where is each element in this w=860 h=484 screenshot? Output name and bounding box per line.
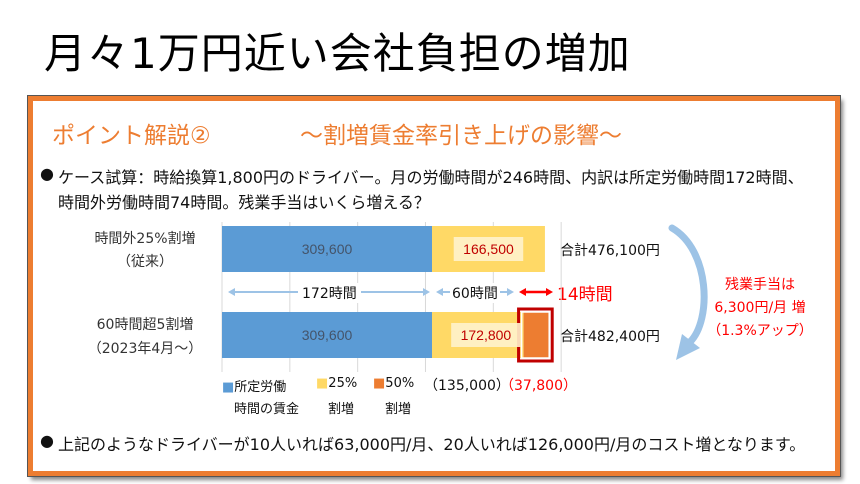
curved-arrow-head xyxy=(676,334,700,360)
case-text-line1: ケース試算：時給換算1,800円のドライバー。月の労働時間が246時間、内訳は所… xyxy=(58,168,804,187)
data-label-bg xyxy=(451,323,521,347)
legend-label-line2: 割増 xyxy=(385,402,412,417)
category-label: （2023年4月～） xyxy=(87,341,203,357)
annotation-line2: 6,300円/月 増 xyxy=(714,300,806,316)
arrow-60h-head xyxy=(436,288,443,296)
category-label: 60時間超5割増 xyxy=(96,317,194,333)
arrow-172h-head xyxy=(228,288,235,296)
hours-60-label: 60時間 xyxy=(450,283,500,303)
category-label: 時間外25%割増 xyxy=(94,231,196,247)
annotation-line3: （1.3%アップ） xyxy=(707,323,813,339)
summary-text: 上記のようなドライバーが10人いれば63,000円/月、20人いれば126,00… xyxy=(58,435,806,454)
highlight-inner xyxy=(520,311,550,359)
arrow-14h-head xyxy=(546,288,553,296)
category-label: （従来） xyxy=(117,254,173,270)
legend-label: 25% xyxy=(328,376,358,391)
data-label: 309,600 xyxy=(302,241,353,257)
page-title: 月々1万円近い会社負担の増加 xyxy=(44,29,631,78)
legend-item-base: ■所定労働 xyxy=(222,380,287,395)
content-frame xyxy=(27,95,841,477)
case-text-line2: 時間外労働時間74時間。残業手当はいくら増える？ xyxy=(58,193,430,212)
total-label: 合計476,100円 xyxy=(560,243,660,259)
legend-label-line2: 時間の賃金 xyxy=(234,402,300,417)
bullet-icon: ● xyxy=(40,164,54,183)
bar-segment xyxy=(523,312,550,358)
data-label: 172,800 xyxy=(461,327,512,343)
bar-segment xyxy=(222,312,432,358)
hours-base-label: 172時間 xyxy=(298,283,361,303)
arrow-14h-head xyxy=(519,288,526,296)
bar-segment xyxy=(222,226,432,272)
annotation-line1: 残業手当は xyxy=(725,277,795,293)
data-label-bg xyxy=(453,237,524,261)
legend-label: 50% xyxy=(385,376,415,391)
arrow-172h-head xyxy=(423,288,430,296)
legend-item-50: ■50% xyxy=(373,376,415,391)
hours-over60-label: 14時間 xyxy=(557,285,613,305)
breakdown-orange: （37,800） xyxy=(500,378,577,394)
legend-label: 所定労働 xyxy=(234,380,287,395)
section-subheading: ～割増賃金率引き上げの影響～ xyxy=(300,123,622,149)
arrow-60h-head xyxy=(507,288,514,296)
legend-label-line2: 割増 xyxy=(328,402,355,417)
total-label: 合計482,400円 xyxy=(560,329,660,345)
data-label: 309,600 xyxy=(302,327,353,343)
legend-item-25: ■25% xyxy=(316,376,358,391)
section-heading: ポイント解説② xyxy=(52,123,211,149)
curved-arrow xyxy=(668,224,708,346)
data-label: 166,500 xyxy=(463,241,514,257)
bullet-icon: ● xyxy=(40,431,54,450)
breakdown-yellow: （135,000） xyxy=(424,378,510,394)
